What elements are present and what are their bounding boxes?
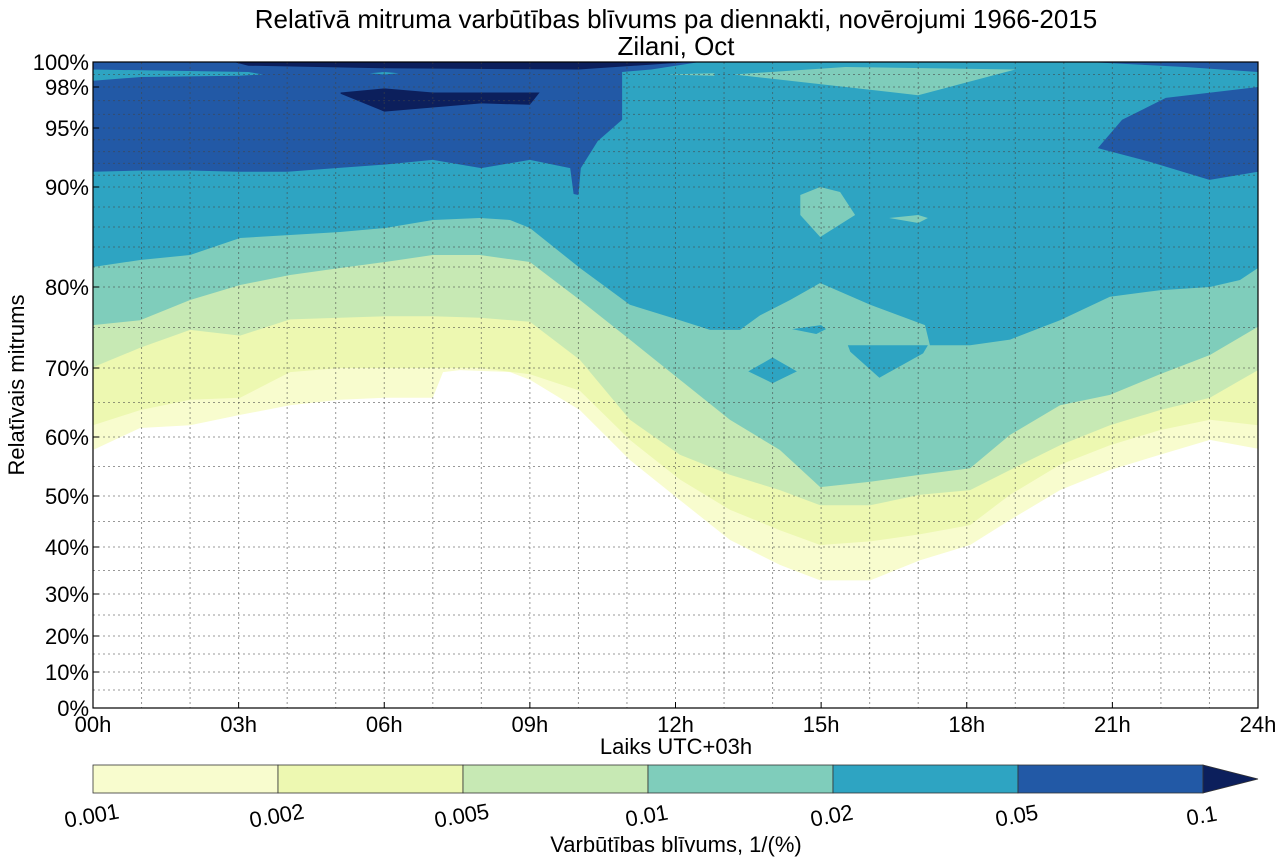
- x-tick-label: 09h: [512, 712, 549, 737]
- y-axis-label: Relatīvais mitrums: [4, 295, 29, 476]
- contour-region-0.05: [1088, 62, 1258, 72]
- plot-area: [93, 62, 1258, 708]
- contour-region-0.1: [233, 62, 691, 70]
- contour-region-0.02: [748, 357, 797, 384]
- colorbar-tick-label: 0.005: [432, 799, 491, 833]
- y-tick-label: 10%: [45, 660, 89, 685]
- y-tick-label: 0%: [57, 696, 89, 721]
- y-tick-label: 60%: [45, 425, 89, 450]
- y-tick-label: 95%: [45, 116, 89, 141]
- y-tick-label: 100%: [33, 50, 89, 75]
- x-tick-label: 24h: [1240, 712, 1277, 737]
- y-tick-label: 40%: [45, 535, 89, 560]
- chart-title: Relatīvā mitruma varbūtības blīvums pa d…: [255, 4, 1098, 34]
- colorbar-extend-arrow: [1202, 764, 1259, 794]
- colorbar-swatch-0.05: [1017, 764, 1204, 794]
- contour-region-0.02: [847, 345, 928, 378]
- colorbar-swatch-0.005: [462, 764, 649, 794]
- y-tick-label: 98%: [45, 75, 89, 100]
- contour-region-0.05: [1097, 87, 1258, 180]
- y-tick-label: 80%: [45, 275, 89, 300]
- y-tick-label: 70%: [45, 356, 89, 381]
- contour-region-0.05: [93, 62, 700, 195]
- chart-subtitle: Zilani, Oct: [617, 31, 735, 61]
- colorbar-swatch-0.01: [647, 764, 834, 794]
- colorbar-swatch-0.001: [92, 764, 279, 794]
- x-axis-label: Laiks UTC+03h: [600, 734, 752, 759]
- y-tick-label: 90%: [45, 175, 89, 200]
- x-tick-label: 12h: [657, 712, 694, 737]
- x-tick-label: 06h: [366, 712, 403, 737]
- y-tick-label: 50%: [45, 484, 89, 509]
- x-tick-label: 18h: [948, 712, 985, 737]
- axes: 00h 03h 06h 09h 12h 15h 18h 21h 24h 0% 10% 20% 30% 40…: [33, 50, 1277, 737]
- colorbar-tick-label: 0.001: [62, 799, 121, 833]
- contour-region-0.02: [792, 325, 826, 334]
- grid: [93, 62, 1258, 708]
- contour-region-0.01: [800, 187, 856, 237]
- contour-region-0.1: [340, 88, 540, 112]
- y-tick-label: 30%: [45, 582, 89, 607]
- x-tick-label: 15h: [803, 712, 840, 737]
- contour-region-0.02: [93, 69, 263, 81]
- y-tick-label: 20%: [45, 624, 89, 649]
- contour-region-0.01: [665, 73, 715, 76]
- colorbar-swatch-0.02: [832, 764, 1019, 794]
- colorbar: 0.001 0.002 0.005 0.01 0.02 0.05 0.1: [62, 764, 1259, 833]
- x-tick-label: 21h: [1094, 712, 1131, 737]
- x-tick-label: 00h: [75, 712, 112, 737]
- colorbar-swatch-0.002: [277, 764, 464, 794]
- colorbar-tick-label: 0.1: [1184, 801, 1218, 831]
- colorbar-label: Varbūtības blīvums, 1/(%): [550, 832, 801, 857]
- colorbar-tick-label: 0.01: [623, 800, 670, 832]
- x-tick-label: 03h: [220, 712, 257, 737]
- colorbar-tick-label: 0.05: [993, 800, 1040, 832]
- colorbar-tick-label: 0.02: [808, 800, 855, 832]
- colorbar-tick-label: 0.002: [247, 799, 306, 833]
